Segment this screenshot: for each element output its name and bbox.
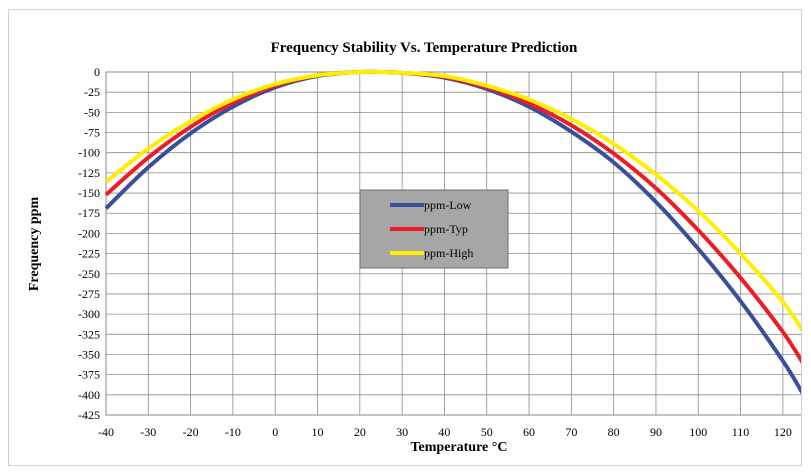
- y-tick-label: -50: [84, 105, 100, 119]
- y-axis-title: Frequency ppm: [27, 197, 42, 292]
- x-tick-label: 50: [481, 425, 493, 439]
- chart-title: Frequency Stability Vs. Temperature Pred…: [271, 40, 578, 56]
- series-line-ppm-High: [104, 69, 801, 332]
- x-tick-label: 10: [312, 425, 324, 439]
- x-tick-label: 0: [272, 425, 278, 439]
- x-tick-label: 60: [523, 425, 535, 439]
- x-tick-label: 110: [732, 425, 750, 439]
- y-tick-label: -400: [78, 388, 100, 402]
- chart-svg: Frequency Stability Vs. Temperature Pred…: [27, 40, 801, 455]
- y-tick-label: -425: [78, 408, 100, 422]
- y-tick-label: -150: [78, 186, 100, 200]
- x-tick-label: 70: [565, 425, 577, 439]
- y-tick-label: -250: [78, 267, 100, 281]
- legend: ppm-Low ppm-Typ ppm-High: [359, 189, 509, 269]
- y-tick-label: -325: [78, 327, 100, 341]
- x-tick-label: -10: [225, 425, 241, 439]
- x-axis-title: Temperature °C: [411, 440, 508, 455]
- x-tick-label: -20: [183, 425, 199, 439]
- y-tick-label: -100: [78, 146, 100, 160]
- x-tick-label: 20: [354, 425, 366, 439]
- legend-box: [359, 189, 509, 269]
- legend-label: ppm-Low: [424, 198, 472, 212]
- series-group: [104, 69, 801, 395]
- x-tick-label: 100: [689, 425, 707, 439]
- chart-frame: Frequency Stability Vs. Temperature Pred…: [8, 9, 802, 466]
- x-tick-label: -40: [98, 425, 114, 439]
- y-tick-label: -300: [78, 307, 100, 321]
- y-tick-label: 0: [94, 65, 100, 79]
- y-tick-label: -375: [78, 368, 100, 382]
- y-tick-label: -225: [78, 247, 100, 261]
- x-tick-label: -30: [140, 425, 156, 439]
- legend-label: ppm-High: [424, 246, 473, 260]
- y-tick-label: -125: [78, 166, 100, 180]
- y-tick-label: -25: [84, 85, 100, 99]
- x-tick-label: 80: [608, 425, 620, 439]
- x-tick-label: 90: [650, 425, 662, 439]
- legend-label: ppm-Typ: [424, 222, 468, 236]
- x-tick-label: 120: [774, 425, 792, 439]
- y-tick-labels: 0 -25 -50 -75 -100 -125 -150 -175 -200 -225 -250 -2…: [78, 65, 100, 422]
- x-tick-label: 40: [438, 425, 450, 439]
- x-tick-labels: -40 -30 -20 -10 0 10 20 30 40 50 60 70 80 90 100 110 120: [98, 425, 792, 439]
- y-tick-label: -175: [78, 206, 100, 220]
- y-tick-label: -275: [78, 287, 100, 301]
- y-tick-label: -200: [78, 226, 100, 240]
- x-tick-label: 30: [396, 425, 408, 439]
- y-tick-label: -75: [84, 126, 100, 140]
- y-tick-label: -350: [78, 347, 100, 361]
